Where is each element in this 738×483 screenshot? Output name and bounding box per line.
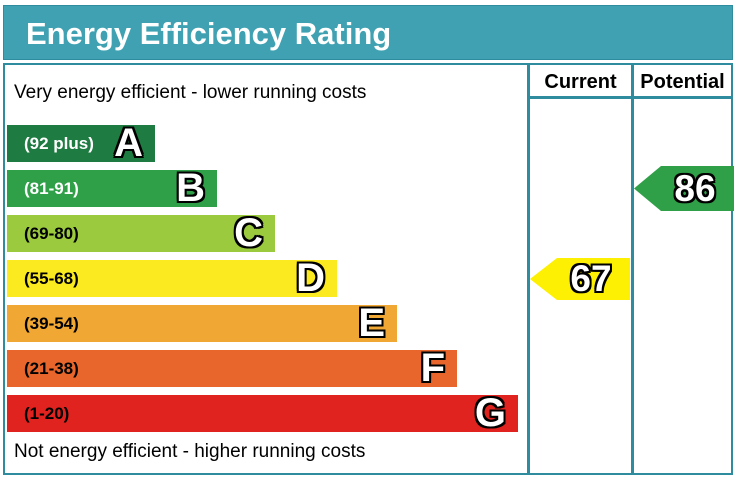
band-letter: D: [296, 256, 325, 300]
band-range-label: (69-80): [24, 223, 79, 243]
column-header-potential: Potential: [640, 71, 725, 93]
band-letter: G: [474, 391, 506, 435]
current-column-divider: [527, 65, 530, 473]
column-header-current: Current: [544, 71, 617, 93]
band-range-label: (81-91): [24, 178, 79, 198]
band-row-F: (21-38) F: [7, 346, 457, 390]
band-letter: A: [114, 121, 143, 165]
current-rating-value: 67: [570, 258, 612, 299]
band-range-label: (39-54): [24, 313, 79, 333]
band-letter: F: [420, 346, 445, 390]
band-row-A: (92 plus) A: [7, 121, 155, 165]
caption-very-efficient: Very energy efficient - lower running co…: [14, 82, 367, 103]
band-row-D: (55-68) D: [7, 256, 337, 300]
potential-column-divider: [631, 65, 634, 473]
page-title: Energy Efficiency Rating: [3, 5, 733, 60]
band-letter: C: [234, 211, 263, 255]
band-range-label: (21-38): [24, 358, 79, 378]
band-letter: B: [176, 166, 205, 210]
band-row-B: (81-91) B: [7, 166, 217, 210]
band-row-C: (69-80) C: [7, 211, 275, 255]
band-range-label: (92 plus): [24, 133, 94, 153]
potential-rating-arrow: 86: [634, 166, 734, 211]
band-range-label: (1-20): [24, 403, 70, 423]
epc-chart-area: Current Potential Very energy efficient …: [3, 63, 734, 475]
band-row-E: (39-54) E: [7, 301, 397, 345]
caption-not-efficient: Not energy efficient - higher running co…: [14, 441, 366, 462]
band-range-label: (55-68): [24, 268, 79, 288]
band-letter: E: [358, 301, 385, 345]
current-rating-arrow: 67: [530, 258, 630, 300]
band-row-G: (1-20) G: [7, 391, 518, 435]
column-header-underline: [527, 96, 731, 99]
potential-rating-value: 86: [674, 167, 716, 209]
